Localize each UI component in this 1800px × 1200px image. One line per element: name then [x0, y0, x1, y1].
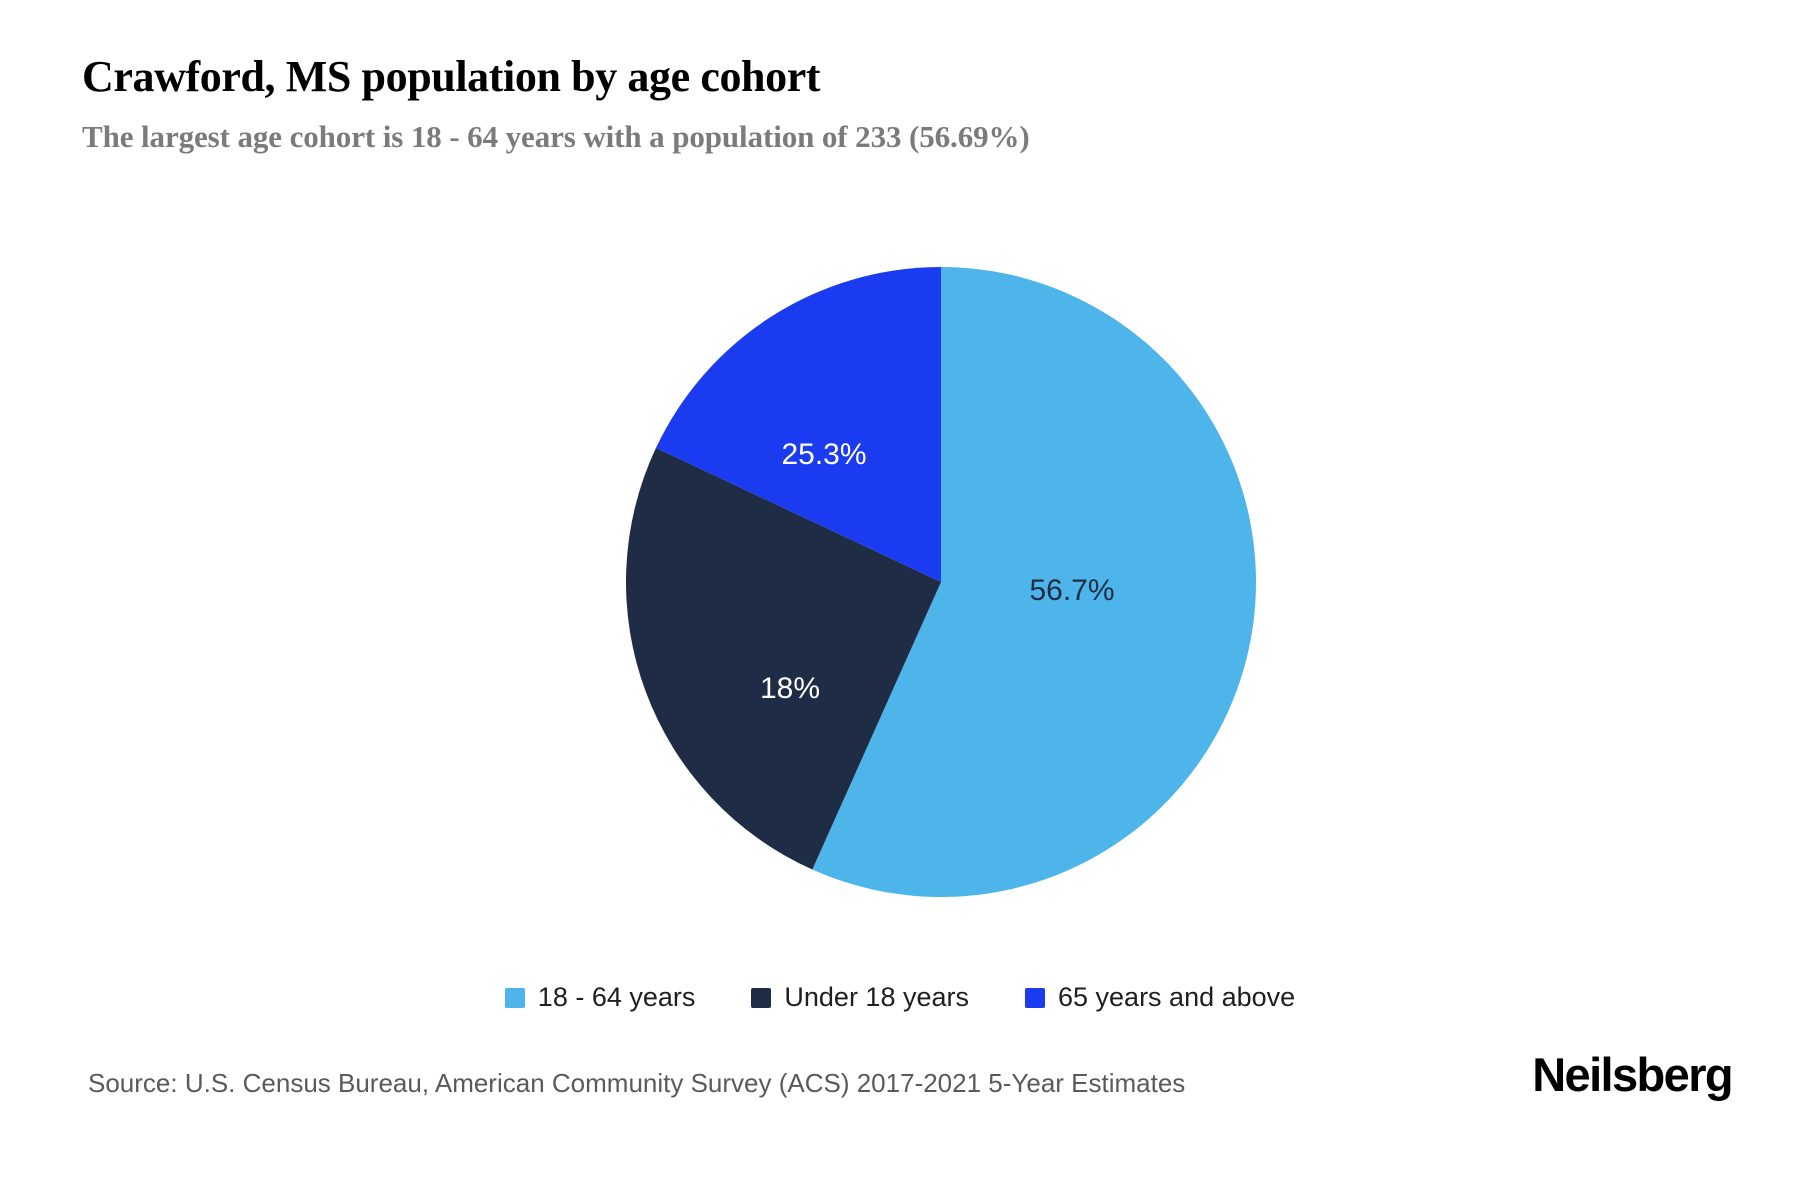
brand-logo: Neilsberg — [1532, 1048, 1733, 1101]
legend-swatch-icon — [504, 987, 525, 1008]
legend-item-label: 18 - 64 years — [537, 982, 696, 1012]
pie-slice-label: 18% — [760, 672, 820, 705]
legend-swatch-icon — [1025, 987, 1045, 1008]
pie-slice[interactable] — [812, 267, 1257, 897]
legend-item[interactable]: 18 - 64 years — [504, 982, 696, 1013]
legend-item-label: Under 18 years — [784, 982, 969, 1012]
chart-subtitle: The largest age cohort is 18 - 64 years … — [82, 119, 1030, 155]
legend-swatch-icon — [751, 987, 772, 1008]
chart-legend: 18 - 64 years Under 18 years 65 years and … — [0, 982, 1800, 1013]
chart-header: Crawford, MS population by age cohort Th… — [82, 52, 1582, 155]
pie-chart: 56.7% 25.3% 18% — [625, 267, 1257, 897]
pie-slice[interactable] — [655, 267, 941, 582]
legend-item[interactable]: 65 years and above — [1025, 982, 1295, 1013]
legend-item[interactable]: Under 18 years — [751, 982, 969, 1013]
source-note: Source: U.S. Census Bureau, American Com… — [88, 1068, 1186, 1098]
pie-slice-group — [625, 267, 1257, 897]
page-title: Crawford, MS population by age cohort — [82, 52, 821, 101]
legend-item-label: 65 years and above — [1058, 982, 1296, 1012]
pie-slice[interactable] — [625, 447, 941, 870]
pie-label-group: 56.7% 25.3% 18% — [760, 438, 1115, 705]
pie-slice-label: 25.3% — [781, 438, 866, 471]
pie-slice-label: 56.7% — [1029, 574, 1114, 607]
